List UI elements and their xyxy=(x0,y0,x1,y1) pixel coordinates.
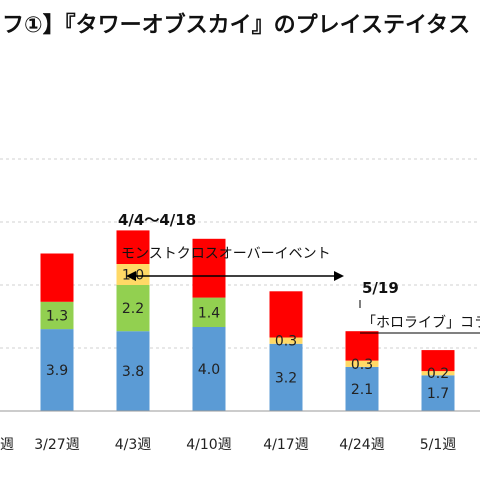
bar-6-segment-3 xyxy=(421,350,455,372)
event2-label: 「ホロライブ」コラ xyxy=(362,314,480,331)
data-label: 0.3 xyxy=(275,334,297,350)
bar-3-segment-1 xyxy=(192,297,226,327)
bar-1-segment-3 xyxy=(40,253,74,302)
x-tick-label: 4/24週 xyxy=(339,437,384,453)
data-label: 3.8 xyxy=(122,364,144,380)
event1-arrow-left-head xyxy=(126,271,136,281)
x-axis-ticks: 週 3/27週 4/3週 4/10週 4/17週 4/24週 5/1週 xyxy=(0,437,456,453)
data-label: 1.7 xyxy=(427,386,449,402)
event1-date: 4/4～4/18 xyxy=(118,211,196,229)
event2-date: 5/19 xyxy=(362,279,399,297)
bar-3-segment-0 xyxy=(192,327,226,411)
bars xyxy=(40,230,455,411)
bar-4-segment-2 xyxy=(269,337,303,344)
bar-2-segment-1 xyxy=(116,285,150,332)
bar-1-segment-1 xyxy=(40,301,74,330)
bar-5-segment-2 xyxy=(345,360,379,367)
x-tick-label: 4/3週 xyxy=(115,437,152,453)
event-annotation-2: 5/19 「ホロライブ」コラ xyxy=(359,279,480,334)
data-label: 1.4 xyxy=(198,305,220,321)
bar-5-segment-3 xyxy=(345,331,379,361)
bar-6-segment-0 xyxy=(421,375,455,411)
event-annotation-1: 4/4～4/18 モンストクロスオーバーイベント xyxy=(118,211,344,281)
gridlines xyxy=(0,158,480,349)
data-label: 2.1 xyxy=(351,382,373,398)
x-tick-label: 3/27週 xyxy=(34,437,79,453)
x-tick-label: 週 xyxy=(0,437,14,453)
bar-2-segment-0 xyxy=(116,331,150,411)
data-label: 3.2 xyxy=(275,370,297,386)
event1-label: モンストクロスオーバーイベント xyxy=(121,246,331,262)
data-label: 1.3 xyxy=(46,308,68,324)
bar-1-segment-0 xyxy=(40,329,74,411)
event1-arrow-right-head xyxy=(334,271,344,281)
data-label: 4.0 xyxy=(198,362,220,378)
x-tick-label: 4/17週 xyxy=(263,437,308,453)
data-label: 0.2 xyxy=(427,366,449,382)
bar-2-segment-3 xyxy=(116,230,150,264)
chart-title: フ①】『タワーオブスカイ』のプレイステイタス xyxy=(2,12,470,38)
data-label: 3.9 xyxy=(46,363,68,379)
bar-5-segment-0 xyxy=(345,366,379,411)
x-tick-label: 5/1週 xyxy=(420,437,457,453)
bar-6-segment-2 xyxy=(421,371,455,376)
bar-3-segment-3 xyxy=(192,238,226,298)
x-tick-label: 4/10週 xyxy=(186,437,231,453)
bar-4-segment-3 xyxy=(269,291,303,338)
bar-4-segment-0 xyxy=(269,343,303,411)
data-label: 0.3 xyxy=(351,357,373,373)
data-labels: 3.91.33.82.21.04.01.43.20.32.10.31.70.2 xyxy=(46,268,449,403)
data-label: 2.2 xyxy=(122,301,144,317)
